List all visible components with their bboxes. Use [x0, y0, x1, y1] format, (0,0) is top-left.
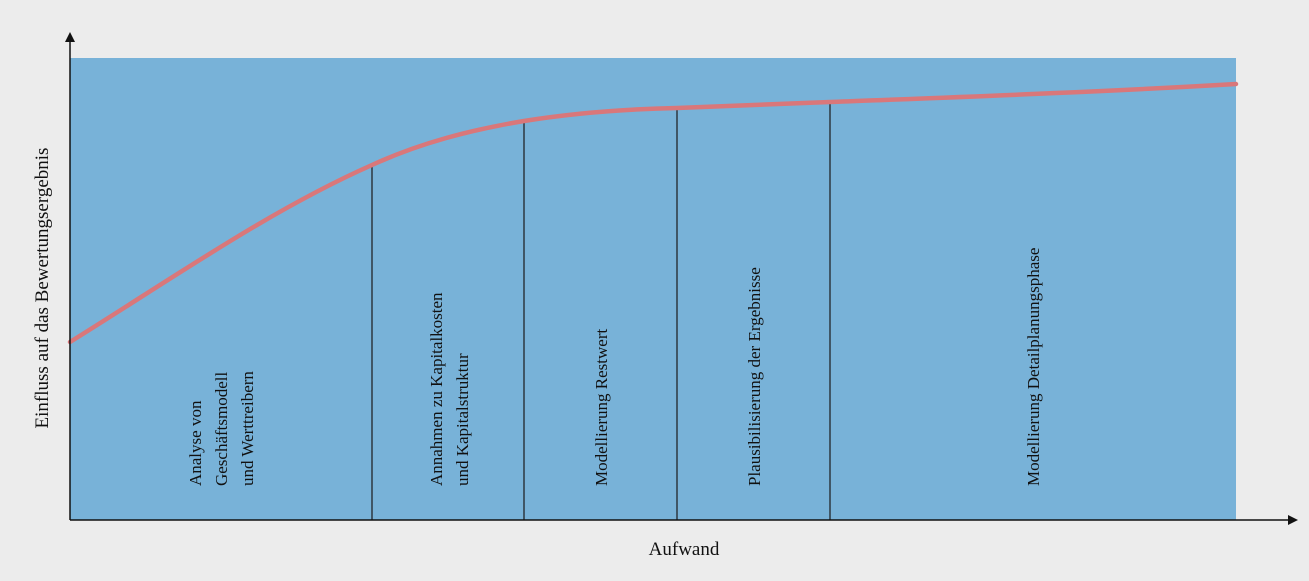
phase-label-line: Annahmen zu Kapitalkosten [427, 292, 446, 486]
phase-label-detailplanung: Modellierung Detailplanungsphase [1024, 248, 1043, 486]
diagram-area [70, 58, 1236, 520]
x-axis-label: Aufwand [649, 539, 720, 560]
influence-curve [67, 81, 1239, 345]
phase-label-line: Geschäftsmodell [212, 371, 231, 486]
phase-label-annahmen: Annahmen zu Kapitalkosten und Kapitalstru… [427, 292, 472, 486]
phase-label-line: Plausibilisierung der Ergebnisse [745, 267, 764, 486]
phase-label-line: Modellierung Restwert [592, 329, 611, 486]
phase-label-line: und Kapitalstruktur [453, 353, 472, 486]
phase-label-plausibilisierung: Plausibilisierung der Ergebnisse [745, 267, 764, 486]
phase-label-line: und Werttreibern [238, 371, 257, 486]
phase-label-analyse: Analyse von Geschäftsmodell und Werttreibe… [186, 371, 257, 486]
y-axis-label: Einfluss auf das Bewertungsergebnis [32, 148, 53, 429]
phase-label-restwert: Modellierung Restwert [592, 329, 611, 486]
phase-labels: Analyse von Geschäftsmodell und Werttreibe… [186, 248, 1043, 486]
phase-label-line: Analyse von [186, 400, 205, 486]
phase-dividers [371, 102, 831, 520]
phase-label-line: Modellierung Detailplanungsphase [1024, 248, 1043, 486]
